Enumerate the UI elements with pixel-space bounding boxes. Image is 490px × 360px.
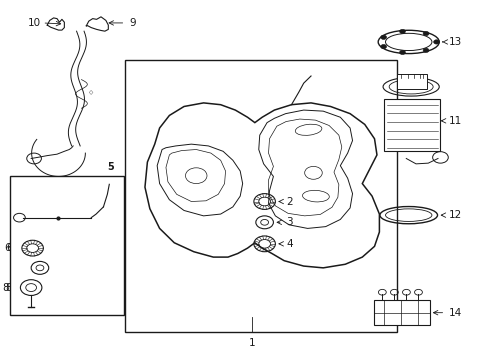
Circle shape [423,31,429,36]
Circle shape [381,44,387,49]
Circle shape [423,48,429,53]
Text: 14: 14 [449,308,463,318]
Bar [384,99,441,151]
Text: 11: 11 [449,116,463,126]
Circle shape [399,29,405,33]
Text: 5: 5 [107,162,114,172]
Circle shape [434,40,440,44]
Text: 2: 2 [287,197,293,207]
Text: 6: 6 [6,243,13,253]
Circle shape [381,35,387,39]
Text: 12: 12 [449,210,463,220]
Text: 8: 8 [2,283,9,293]
Text: 4: 4 [287,239,293,249]
Bar [396,74,427,89]
Bar [125,60,396,332]
Bar [10,176,124,315]
Text: 6: 6 [4,243,11,253]
Bar [373,300,430,325]
Circle shape [399,50,405,55]
Text: 13: 13 [449,37,463,47]
Text: 3: 3 [287,217,293,227]
Text: ◇: ◇ [89,90,93,95]
Text: 7: 7 [61,263,68,273]
Text: 9: 9 [129,18,136,28]
Text: 10: 10 [28,18,41,28]
Text: 8: 8 [5,283,12,293]
Text: 1: 1 [249,338,256,348]
